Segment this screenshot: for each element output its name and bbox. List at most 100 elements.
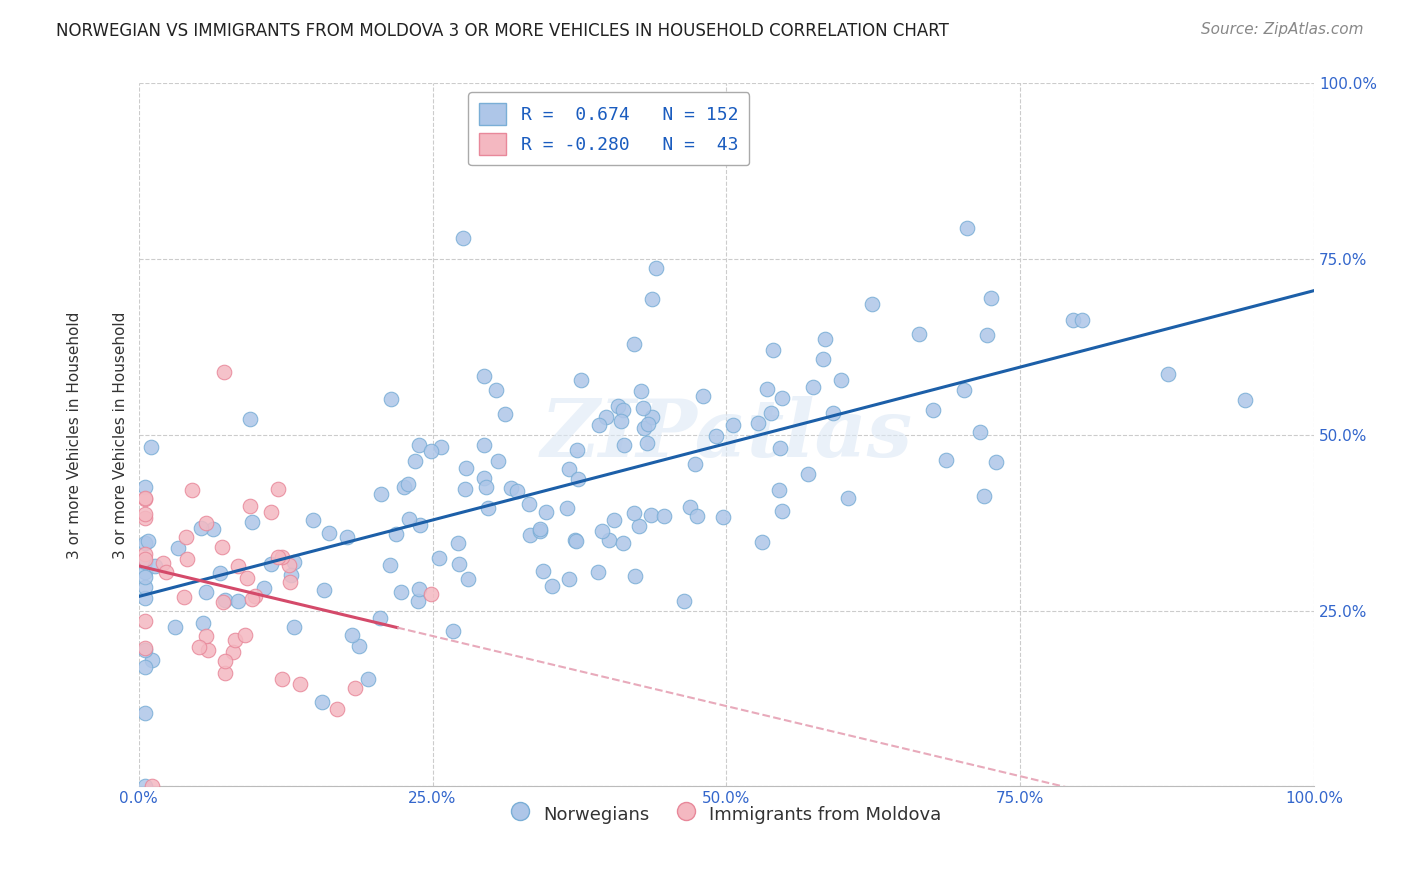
- Point: [529, 522, 551, 536]
- Point: [226, 593, 249, 607]
- Point: [429, 551, 451, 566]
- Point: [174, 529, 197, 543]
- Point: [187, 640, 209, 655]
- Point: [837, 491, 859, 505]
- Point: [134, 480, 156, 494]
- Point: [398, 511, 420, 525]
- Point: [194, 584, 217, 599]
- Point: [952, 383, 974, 397]
- Point: [588, 565, 610, 579]
- Point: [236, 571, 259, 585]
- Point: [278, 558, 301, 573]
- Point: [980, 291, 1002, 305]
- Point: [721, 417, 744, 432]
- Point: [984, 455, 1007, 469]
- Point: [472, 438, 495, 452]
- Point: [347, 639, 370, 653]
- Point: [517, 497, 540, 511]
- Point: [499, 481, 522, 495]
- Point: [370, 487, 392, 501]
- Point: [454, 460, 477, 475]
- Point: [326, 702, 349, 716]
- Point: [240, 591, 263, 606]
- Point: [759, 406, 782, 420]
- Point: [134, 569, 156, 583]
- Point: [239, 412, 262, 426]
- Point: [762, 343, 785, 358]
- Point: [134, 491, 156, 505]
- Point: [166, 541, 188, 555]
- Point: [609, 414, 631, 428]
- Point: [280, 567, 302, 582]
- Point: [494, 408, 516, 422]
- Point: [672, 594, 695, 608]
- Point: [344, 681, 367, 696]
- Point: [475, 480, 498, 494]
- Point: [1062, 313, 1084, 327]
- Point: [652, 508, 675, 523]
- Point: [134, 660, 156, 674]
- Point: [271, 550, 294, 565]
- Point: [143, 559, 166, 574]
- Point: [704, 429, 727, 443]
- Point: [801, 380, 824, 394]
- Point: [195, 516, 218, 531]
- Point: [558, 572, 581, 586]
- Point: [441, 624, 464, 638]
- Point: [1071, 313, 1094, 327]
- Point: [420, 444, 443, 458]
- Point: [862, 297, 884, 311]
- Point: [454, 482, 477, 496]
- Point: [165, 620, 187, 634]
- Point: [176, 552, 198, 566]
- Point: [134, 547, 156, 561]
- Y-axis label: 3 or more Vehicles in Household: 3 or more Vehicles in Household: [112, 311, 128, 558]
- Point: [564, 533, 586, 547]
- Point: [506, 483, 529, 498]
- Point: [797, 467, 820, 481]
- Point: [224, 633, 246, 648]
- Point: [336, 530, 359, 544]
- Point: [637, 417, 659, 431]
- Point: [823, 406, 845, 420]
- Point: [134, 640, 156, 655]
- Point: [222, 645, 245, 659]
- Point: [768, 483, 790, 497]
- Point: [209, 566, 232, 580]
- Point: [267, 550, 290, 565]
- Point: [636, 435, 658, 450]
- Point: [302, 513, 325, 527]
- Point: [449, 557, 471, 571]
- Point: [406, 593, 429, 607]
- Point: [136, 534, 159, 549]
- Point: [141, 653, 163, 667]
- Point: [591, 524, 613, 538]
- Point: [613, 438, 636, 452]
- Point: [921, 402, 943, 417]
- Point: [529, 524, 551, 539]
- Point: [340, 627, 363, 641]
- Point: [477, 500, 499, 515]
- Point: [134, 511, 156, 525]
- Point: [380, 558, 402, 572]
- Point: [370, 610, 392, 624]
- Point: [519, 528, 541, 542]
- Point: [245, 590, 267, 604]
- Point: [645, 261, 668, 276]
- Point: [266, 482, 288, 496]
- Point: [768, 442, 790, 456]
- Point: [692, 389, 714, 403]
- Point: [623, 337, 645, 351]
- Point: [603, 513, 626, 527]
- Point: [389, 585, 412, 599]
- Point: [430, 440, 453, 454]
- Text: Source: ZipAtlas.com: Source: ZipAtlas.com: [1201, 22, 1364, 37]
- Point: [134, 706, 156, 720]
- Point: [679, 500, 702, 514]
- Point: [226, 559, 249, 574]
- Point: [233, 628, 256, 642]
- Point: [555, 501, 578, 516]
- Point: [641, 410, 664, 425]
- Point: [283, 555, 305, 569]
- Point: [197, 643, 219, 657]
